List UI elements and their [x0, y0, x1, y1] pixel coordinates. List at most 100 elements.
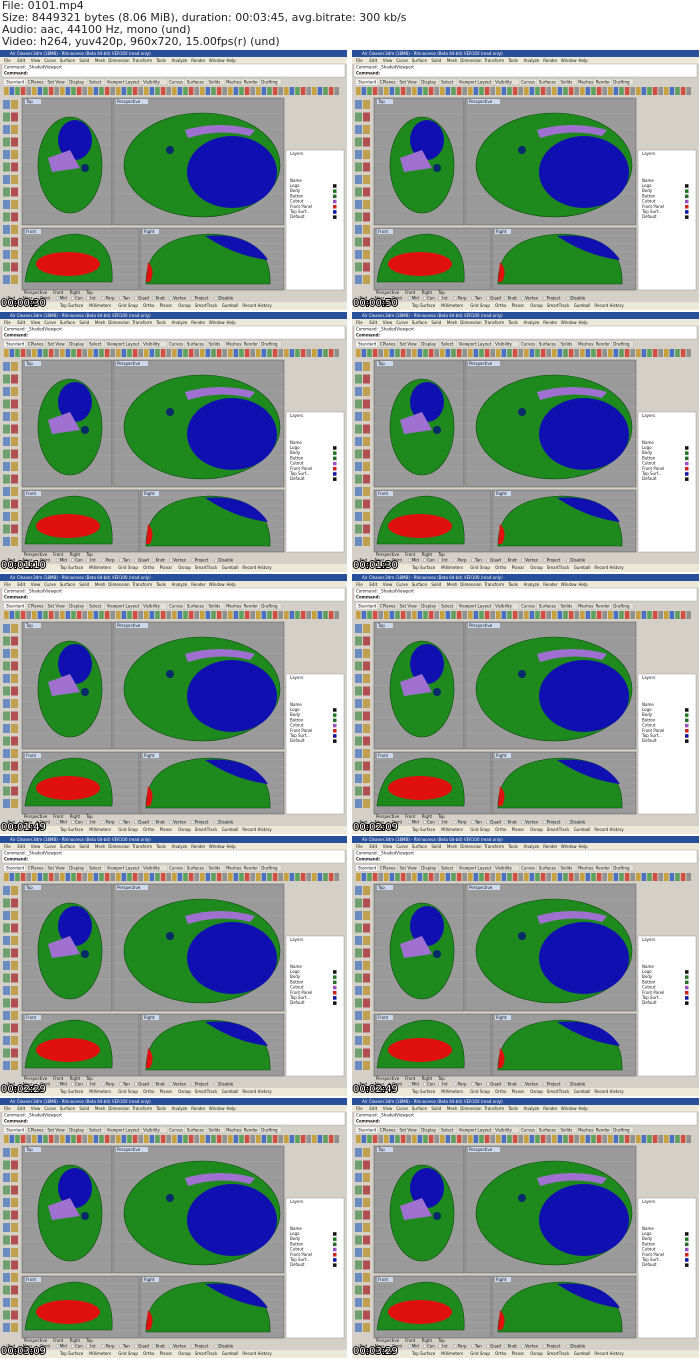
tool-icon: [295, 873, 300, 881]
tool-icon: [3, 774, 10, 783]
tool-icon: [680, 611, 686, 619]
checkbox: [134, 296, 138, 300]
tool-icon: [355, 112, 362, 122]
tool-icon: [363, 761, 370, 771]
tool-icon: [563, 349, 568, 357]
tool-icon: [518, 873, 523, 881]
layer-name: Front Panel: [290, 728, 312, 733]
tool-icon: [222, 1135, 227, 1143]
checkbox: [36, 1344, 40, 1348]
layer-name: Front Panel: [290, 466, 312, 471]
menu-item: Surface: [60, 1106, 76, 1111]
command-area: [1, 1111, 346, 1126]
model-top: [205, 497, 268, 522]
layer-name: Logo: [642, 1231, 652, 1236]
tool-icon: [355, 1185, 362, 1195]
osnap: Point: [40, 1344, 50, 1349]
tool-icon: [11, 412, 18, 421]
tool-icon: [512, 87, 518, 95]
tool-icon: [284, 1135, 289, 1143]
title-bar: [352, 1098, 699, 1105]
tool-icon: [479, 611, 484, 619]
tool-icon: [256, 1135, 261, 1143]
osnap: End: [8, 558, 16, 563]
menu-bar: [0, 57, 347, 64]
checkbox: [423, 558, 427, 562]
tool-icon: [462, 873, 467, 881]
tool-icon: [37, 1135, 43, 1143]
tool-icon: [11, 1298, 18, 1307]
tool-icon: [239, 1135, 244, 1143]
tool-icon: [3, 262, 10, 272]
tool-icon: [323, 873, 328, 881]
model-band: [185, 1173, 255, 1186]
menu-item: File: [4, 58, 11, 63]
tool-icon: [686, 1135, 691, 1143]
status-item: Gumball: [574, 565, 591, 570]
checkbox: [19, 558, 22, 562]
layers-header: Name: [290, 440, 302, 445]
model-button: [81, 688, 89, 696]
tab-label: Drafting: [261, 79, 278, 84]
tool-icon: [200, 349, 205, 357]
menu-item: Analyze: [524, 844, 540, 849]
tool-icon: [4, 349, 9, 357]
tool-icon: [4, 1135, 9, 1143]
tool-icon: [462, 87, 467, 95]
view-tab: Right: [422, 814, 433, 819]
menu-item: Surface: [60, 58, 76, 63]
tool-icon: [3, 649, 10, 658]
tool-icon: [355, 512, 362, 521]
tool-icon: [434, 87, 439, 95]
tool-icon: [261, 873, 267, 881]
tool-icon: [658, 611, 663, 619]
tool-icon: [37, 873, 43, 881]
menu-item: Mesh: [95, 1106, 106, 1111]
checkbox: [408, 1344, 411, 1348]
tool-icon: [3, 1061, 10, 1070]
tool-icon: [406, 611, 411, 619]
tool-icon: [3, 1235, 10, 1245]
layer-name: Logo: [642, 445, 652, 450]
osnap: Knot: [508, 1344, 518, 1349]
tool-icon: [155, 873, 160, 881]
checkbox: [486, 1082, 490, 1086]
checkbox: [134, 1082, 138, 1086]
tool-icon: [363, 711, 370, 721]
tool-icon: [155, 349, 160, 357]
tab-label: CPlanes: [28, 603, 44, 608]
checkbox: [471, 1082, 475, 1086]
tool-icon: [205, 873, 211, 881]
viewport-tab: [25, 1147, 41, 1152]
tab-label: Meshes: [226, 603, 241, 608]
menu-item: File: [356, 582, 363, 587]
tool-icon: [76, 873, 82, 881]
status-item: Osnap: [530, 1351, 543, 1356]
tool-icon: [3, 1036, 10, 1045]
window-title: Air Cleaner.3dm (18MB) - Rhinoceros (Bet…: [10, 313, 151, 318]
tool-icon: [557, 873, 563, 881]
tool-icon: [355, 449, 362, 459]
viewport-tab: [495, 229, 511, 234]
tool-icon: [552, 1135, 557, 1143]
checkbox: [169, 820, 173, 824]
status-item: Planar: [512, 303, 525, 308]
viewport-tab: [377, 491, 393, 496]
tool-icon: [11, 1048, 18, 1058]
tool-icon: [166, 611, 171, 619]
menu-item: Curve: [396, 320, 408, 325]
tool-icon: [658, 1135, 663, 1143]
menu-item: Dimension: [108, 1106, 130, 1111]
osnap: Project: [547, 1082, 561, 1087]
tab-label: Drafting: [261, 865, 278, 870]
tab-label: Select: [89, 341, 102, 346]
tool-icon: [54, 1135, 59, 1143]
tool-icon: [250, 1135, 255, 1143]
tool-icon: [355, 961, 362, 970]
tool-icon: [540, 611, 546, 619]
tool-icon: [11, 462, 18, 471]
tool-icon: [11, 1160, 18, 1170]
tool-icon: [355, 1210, 362, 1220]
model-band: [48, 674, 80, 696]
tool-icon: [355, 1223, 362, 1232]
